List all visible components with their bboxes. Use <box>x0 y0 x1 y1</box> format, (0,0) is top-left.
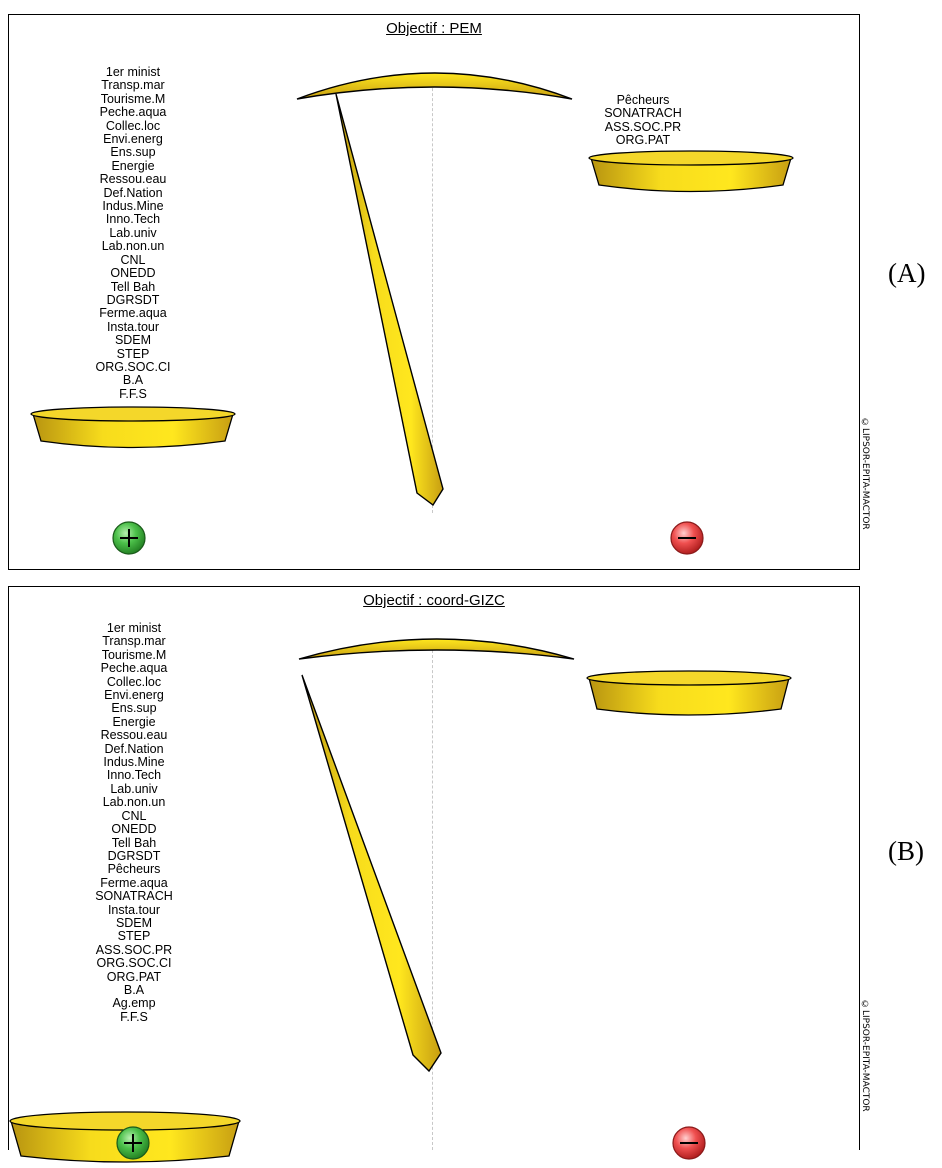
balance-panel-a: Objectif : PEM 1er minist Transp.mar Touri… <box>8 14 860 570</box>
actor-label: Ressou.eau <box>99 172 167 187</box>
actor-label: Inno.Tech <box>106 768 162 783</box>
actor-label: ASS.SOC.PR <box>604 119 682 134</box>
actor-label: Indus.Mine <box>102 199 164 214</box>
actor-label: 1er minist <box>105 65 161 79</box>
actor-label: Pêcheurs <box>616 93 670 107</box>
actor-label: ONEDD <box>110 266 156 281</box>
actor-label: Peche.aqua <box>100 661 168 676</box>
center-axis-line <box>432 645 433 1150</box>
actor-label: F.F.S <box>119 386 147 401</box>
left-actor-list: 1er minist Transp.mar Tourisme.M Peche.aqua… <box>13 65 253 401</box>
plus-circle-icon <box>112 521 146 555</box>
minus-circle-icon <box>672 1126 706 1160</box>
actor-label: Lab.univ <box>109 225 157 240</box>
actor-label: SDEM <box>115 915 153 930</box>
copyright-text: ©LIPSOR-EPITA-MACTOR <box>860 1000 870 1112</box>
actor-label: ORG.PAT <box>106 969 162 984</box>
actor-label: Inno.Tech <box>105 212 161 227</box>
actor-label: CNL <box>120 252 146 267</box>
actor-label: Tourisme.M <box>101 647 167 662</box>
panel-title: Objectif : coord-GIZC <box>363 592 505 609</box>
actor-label: Collec.loc <box>106 674 162 689</box>
left-pan <box>30 406 236 449</box>
right-pan <box>588 150 794 193</box>
actor-label: CNL <box>121 808 147 823</box>
balance-panel-b: Objectif : coord-GIZC 1er minist Transp.m… <box>8 586 860 1163</box>
minus-circle-icon <box>670 521 704 555</box>
actor-label: Insta.tour <box>107 902 161 917</box>
actor-label: Ferme.aqua <box>99 306 167 321</box>
actor-label: STEP <box>117 929 151 944</box>
actor-label: Ferme.aqua <box>100 875 168 890</box>
balance-beam <box>298 638 575 660</box>
actor-label: STEP <box>116 346 150 361</box>
actor-label: B.A <box>123 982 145 997</box>
actor-label: DGRSDT <box>106 292 160 307</box>
actor-label: Lab.non.un <box>101 239 165 254</box>
actor-label: Lab.non.un <box>102 795 166 810</box>
actor-label: Envi.energ <box>103 132 163 147</box>
actor-label: SDEM <box>114 333 152 348</box>
actor-label: ONEDD <box>111 822 157 837</box>
actor-label: Ressou.eau <box>100 728 168 743</box>
right-actor-list: Pêcheurs SONATRACH ASS.SOC.PR ORG.PAT <box>523 93 763 148</box>
actor-label: Tell Bah <box>111 835 157 850</box>
actor-label: Tourisme.M <box>100 91 166 106</box>
actor-label: F.F.S <box>120 1009 148 1024</box>
actor-label: Collec.loc <box>105 118 161 133</box>
balance-needle <box>301 674 442 1073</box>
actor-label: Tell Bah <box>110 279 156 294</box>
actor-label: Lab.univ <box>110 781 158 796</box>
center-axis-line <box>432 73 433 513</box>
panel-title: Objectif : PEM <box>386 20 482 37</box>
actor-label: SONATRACH <box>95 889 173 904</box>
balance-beam <box>296 72 573 100</box>
right-pan <box>586 670 792 716</box>
actor-label: Indus.Mine <box>103 755 165 770</box>
actor-label: Transp.mar <box>101 78 165 93</box>
actor-label: Ag.emp <box>112 996 156 1011</box>
actor-label: Ens.sup <box>110 145 156 160</box>
left-actor-list: 1er minist Transp.mar Tourisme.M Peche.aqua… <box>14 621 254 1024</box>
actor-label: ORG.SOC.CI <box>95 359 171 374</box>
actor-label: Peche.aqua <box>99 105 167 120</box>
actor-label: Ens.sup <box>111 701 157 716</box>
actor-label: ASS.SOC.PR <box>95 942 173 957</box>
actor-label: ORG.SOC.CI <box>96 956 172 971</box>
panel-label-b: (B) <box>888 836 924 866</box>
actor-label: B.A <box>122 373 144 388</box>
actor-label: Pêcheurs <box>107 862 161 877</box>
actor-label: SONATRACH <box>604 106 682 121</box>
actor-label: DGRSDT <box>107 848 161 863</box>
actor-label: Transp.mar <box>102 634 166 649</box>
actor-label: ORG.PAT <box>615 133 671 148</box>
actor-label: Insta.tour <box>106 319 160 334</box>
actor-label: 1er minist <box>106 621 162 635</box>
actor-label: Envi.energ <box>104 688 164 703</box>
panel-label-a: (A) <box>888 258 926 288</box>
actor-label: Energie <box>111 158 155 173</box>
actor-label: Def.Nation <box>103 185 163 200</box>
plus-circle-icon <box>116 1126 150 1160</box>
actor-label: Energie <box>112 714 156 729</box>
actor-label: Def.Nation <box>104 741 164 756</box>
copyright-text: ©LIPSOR-EPITA-MACTOR <box>860 418 870 530</box>
balance-needle <box>335 93 444 507</box>
